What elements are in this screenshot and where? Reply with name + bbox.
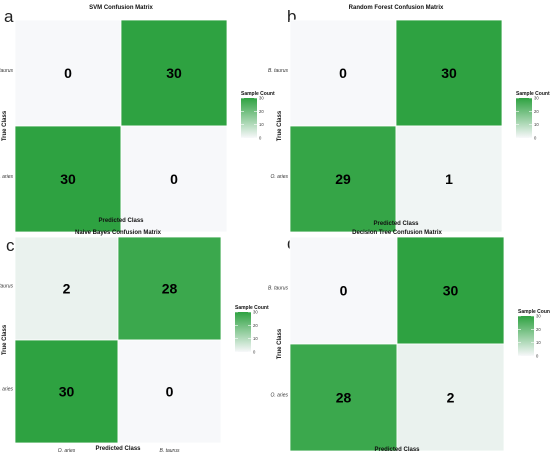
cell-value-label: 0 xyxy=(64,65,72,81)
x-tick-label: O. aries xyxy=(58,448,76,454)
legend-tick-label: 0 xyxy=(253,350,256,355)
legend-tick-label: 10 xyxy=(253,336,258,341)
heatmap-cell xyxy=(14,236,119,341)
legend-colorbar xyxy=(241,98,257,138)
cell-value-label: 2 xyxy=(63,281,71,297)
panel-letter: a xyxy=(4,7,14,26)
cell-value-label: 28 xyxy=(162,281,178,297)
legend-colorbar xyxy=(516,98,532,138)
x-tick-label: B. taurus xyxy=(159,448,180,454)
y-tick-label: O. aries xyxy=(0,387,13,393)
cell-value-label: 30 xyxy=(59,384,75,400)
legend-tick-label: 10 xyxy=(534,122,539,127)
heatmap-cell xyxy=(396,343,505,452)
heatmap-cell xyxy=(396,236,505,345)
cell-value-label: 30 xyxy=(443,283,459,299)
legend-tick-label: 0 xyxy=(534,136,537,141)
x-axis-title: Predicted Class xyxy=(374,447,420,453)
legend-tick-label: 30 xyxy=(253,310,258,315)
legend-tick-label: 30 xyxy=(536,314,541,319)
y-axis-title: True Class xyxy=(2,324,8,355)
legend-title: Sample Count xyxy=(518,309,550,315)
y-tick-label: B. taurus xyxy=(268,286,289,292)
cell-value-label: 30 xyxy=(60,171,76,187)
chart-title: Naive Bayes Confusion Matrix xyxy=(75,230,162,236)
legend-tick-label: 20 xyxy=(253,323,258,328)
panel-letter: c xyxy=(6,236,15,255)
cell-value-label: 2 xyxy=(447,390,455,406)
legend-colorbar xyxy=(518,316,534,356)
heatmap-cell xyxy=(14,19,122,127)
panel-d: dDecision Tree Confusion Matrix030282B. … xyxy=(268,230,550,453)
legend-title: Sample Count xyxy=(241,91,275,97)
y-axis-title: True Class xyxy=(277,328,283,359)
heatmap-cell xyxy=(289,125,397,233)
cell-value-label: 0 xyxy=(170,171,178,187)
legend-tick-label: 10 xyxy=(536,340,541,345)
y-tick-label: O. aries xyxy=(0,174,13,180)
panel-letter: b xyxy=(287,7,296,26)
y-tick-label: B. taurus xyxy=(268,68,289,74)
cell-value-label: 0 xyxy=(340,283,348,299)
heatmap-cell xyxy=(395,125,503,233)
legend-tick-label: 30 xyxy=(534,96,539,101)
cell-value-label: 30 xyxy=(166,65,182,81)
heatmap-cell xyxy=(289,236,398,345)
heatmap-cell xyxy=(120,125,228,233)
heatmap-cell xyxy=(117,236,222,341)
chart-title: Random Forest Confusion Matrix xyxy=(349,5,444,11)
legend-title: Sample Count xyxy=(516,91,550,97)
legend-colorbar xyxy=(235,312,251,352)
legend-tick-label: 20 xyxy=(536,327,541,332)
x-axis-title: Predicted Class xyxy=(373,221,419,227)
legend-tick-label: 20 xyxy=(534,109,539,114)
y-tick-label: B. taurus xyxy=(0,284,13,290)
legend-tick-label: 0 xyxy=(536,354,539,359)
chart-title: Decision Tree Confusion Matrix xyxy=(352,230,442,236)
cell-value-label: 30 xyxy=(441,65,457,81)
cell-value-label: 29 xyxy=(335,171,351,187)
x-axis-title: Predicted Class xyxy=(95,446,141,452)
legend-tick-label: 10 xyxy=(259,122,264,127)
heatmap-cell xyxy=(120,19,228,127)
heatmap-cell xyxy=(395,19,503,127)
y-tick-label: B. taurus xyxy=(0,68,13,74)
y-axis-title: True Class xyxy=(277,110,283,141)
legend-title: Sample Count xyxy=(235,305,269,311)
panel-c: c Naive Bayes Confusion Matrix 2 28 30 0 B. ta… xyxy=(0,230,269,454)
x-axis-title: Predicted Class xyxy=(98,218,144,224)
legend-tick-label: 20 xyxy=(259,109,264,114)
y-tick-label: O. aries xyxy=(270,174,288,180)
cell-value-label: 28 xyxy=(336,390,352,406)
heatmap-cell xyxy=(14,125,122,233)
cell-value-label: 0 xyxy=(166,384,174,400)
legend-tick-label: 30 xyxy=(259,96,264,101)
heatmap-cell xyxy=(117,339,222,444)
panel-a: a SVM Confusion Matrix 0 30 30 0 B. taurus O. a… xyxy=(0,5,275,243)
y-axis-title: True Class xyxy=(2,110,8,141)
legend-tick-label: 0 xyxy=(259,136,262,141)
heatmap-cell xyxy=(14,339,119,444)
cell-value-label: 1 xyxy=(445,171,453,187)
panel-b: b Random Forest Confusion Matrix 0 30 29 1 B. … xyxy=(268,5,550,243)
cell-value-label: 0 xyxy=(339,65,347,81)
y-tick-label: O. aries xyxy=(270,393,288,399)
chart-title: SVM Confusion Matrix xyxy=(89,5,153,11)
heatmap-cell xyxy=(289,343,398,452)
